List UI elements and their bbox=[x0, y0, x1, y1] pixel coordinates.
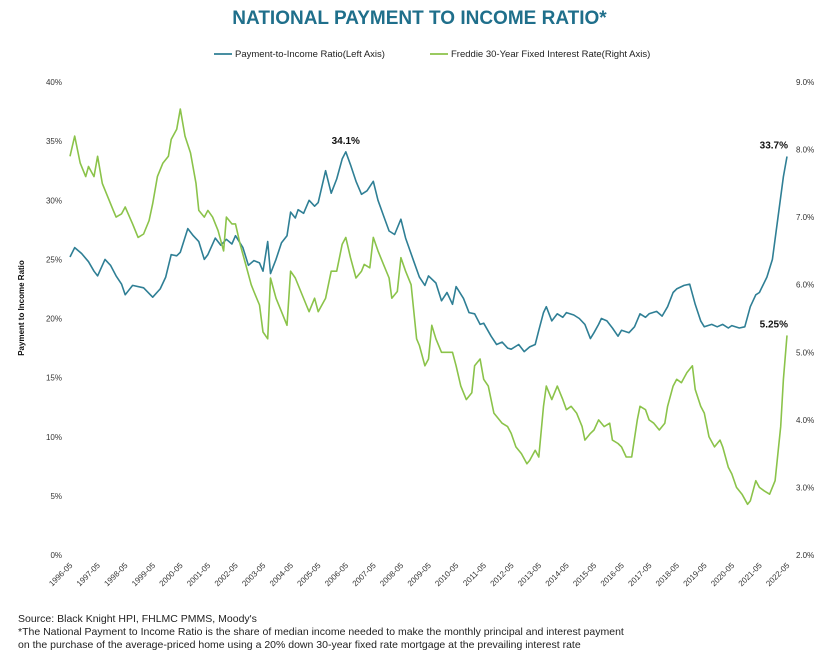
x-tick-label: 2009-05 bbox=[406, 561, 434, 589]
left-tick-label: 0% bbox=[50, 551, 62, 560]
left-tick-label: 25% bbox=[46, 255, 62, 264]
annotations: 34.1% 33.7% 5.25% bbox=[332, 136, 789, 331]
left-tick-label: 5% bbox=[50, 492, 62, 501]
annotation-label: 34.1% bbox=[332, 136, 360, 147]
right-tick-label: 3.0% bbox=[796, 483, 814, 492]
x-tick-label: 2015-05 bbox=[571, 561, 599, 589]
chart-title: NATIONAL PAYMENT TO INCOME RATIO* bbox=[232, 8, 607, 29]
x-tick-label: 2021-05 bbox=[737, 561, 765, 589]
source-line: Source: Black Knight HPI, FHLMC PMMS, Mo… bbox=[18, 613, 257, 625]
x-tick-label: 2014-05 bbox=[544, 561, 572, 589]
x-tick-label: 1999-05 bbox=[130, 561, 158, 589]
x-axis-ticks: 1996-05 1997-05 1998-05 1999-05 2000-05 2001-… bbox=[47, 561, 792, 589]
right-tick-label: 4.0% bbox=[796, 416, 814, 425]
legend-label: Payment-to-Income Ratio(Left Axis) bbox=[235, 49, 385, 60]
x-tick-label: 2022-05 bbox=[764, 561, 792, 589]
right-axis-ticks: 2.0% 3.0% 4.0% 5.0% 6.0% 7.0% 8.0% 9.0% bbox=[796, 78, 814, 560]
right-tick-label: 8.0% bbox=[796, 146, 814, 155]
right-tick-label: 7.0% bbox=[796, 213, 814, 222]
left-tick-label: 20% bbox=[46, 315, 62, 324]
x-tick-label: 2000-05 bbox=[158, 561, 186, 589]
x-tick-label: 2006-05 bbox=[323, 561, 351, 589]
y-axis-label: Payment to Income Ratio bbox=[17, 260, 26, 356]
left-tick-label: 10% bbox=[46, 433, 62, 442]
legend: Payment-to-Income Ratio(Left Axis) Freddi… bbox=[214, 49, 650, 60]
x-tick-label: 2004-05 bbox=[268, 561, 296, 589]
left-axis-ticks: 0% 5% 10% 15% 20% 25% 30% 35% 40% bbox=[46, 78, 62, 560]
footer: Source: Black Knight HPI, FHLMC PMMS, Mo… bbox=[18, 613, 828, 652]
x-tick-label: 2002-05 bbox=[213, 561, 241, 589]
x-tick-label: 2020-05 bbox=[709, 561, 737, 589]
payment-to-income-line bbox=[69, 151, 788, 353]
left-tick-label: 30% bbox=[46, 196, 62, 205]
x-tick-label: 1997-05 bbox=[75, 561, 103, 589]
footnote-line-1: *The National Payment to Income Ratio is… bbox=[18, 626, 624, 638]
annotation-label: 5.25% bbox=[760, 319, 788, 330]
right-tick-label: 6.0% bbox=[796, 281, 814, 290]
right-tick-label: 5.0% bbox=[796, 348, 814, 357]
x-tick-label: 2019-05 bbox=[682, 561, 710, 589]
x-tick-label: 2016-05 bbox=[599, 561, 627, 589]
x-tick-label: 2007-05 bbox=[351, 561, 379, 589]
x-tick-label: 2017-05 bbox=[626, 561, 654, 589]
footnote-line-2: on the purchase of the average-priced ho… bbox=[18, 639, 581, 651]
series-layer bbox=[69, 108, 788, 506]
right-tick-label: 2.0% bbox=[796, 551, 814, 560]
x-tick-label: 2013-05 bbox=[516, 561, 544, 589]
x-tick-label: 2008-05 bbox=[378, 561, 406, 589]
x-tick-label: 2001-05 bbox=[185, 561, 213, 589]
left-tick-label: 40% bbox=[46, 78, 62, 87]
left-tick-label: 15% bbox=[46, 374, 62, 383]
annotation-label: 33.7% bbox=[760, 140, 788, 151]
right-tick-label: 9.0% bbox=[796, 78, 814, 87]
x-tick-label: 2005-05 bbox=[295, 561, 323, 589]
x-tick-label: 2011-05 bbox=[461, 561, 488, 588]
x-tick-label: 2012-05 bbox=[489, 561, 517, 589]
x-tick-label: 1998-05 bbox=[102, 561, 130, 589]
interest-rate-line bbox=[69, 108, 788, 506]
x-tick-label: 2018-05 bbox=[654, 561, 682, 589]
legend-label: Freddie 30-Year Fixed Interest Rate(Righ… bbox=[451, 49, 650, 60]
left-tick-label: 35% bbox=[46, 137, 62, 146]
x-tick-label: 2003-05 bbox=[240, 561, 268, 589]
x-tick-label: 1996-05 bbox=[47, 561, 75, 589]
x-tick-label: 2010-05 bbox=[433, 561, 461, 589]
